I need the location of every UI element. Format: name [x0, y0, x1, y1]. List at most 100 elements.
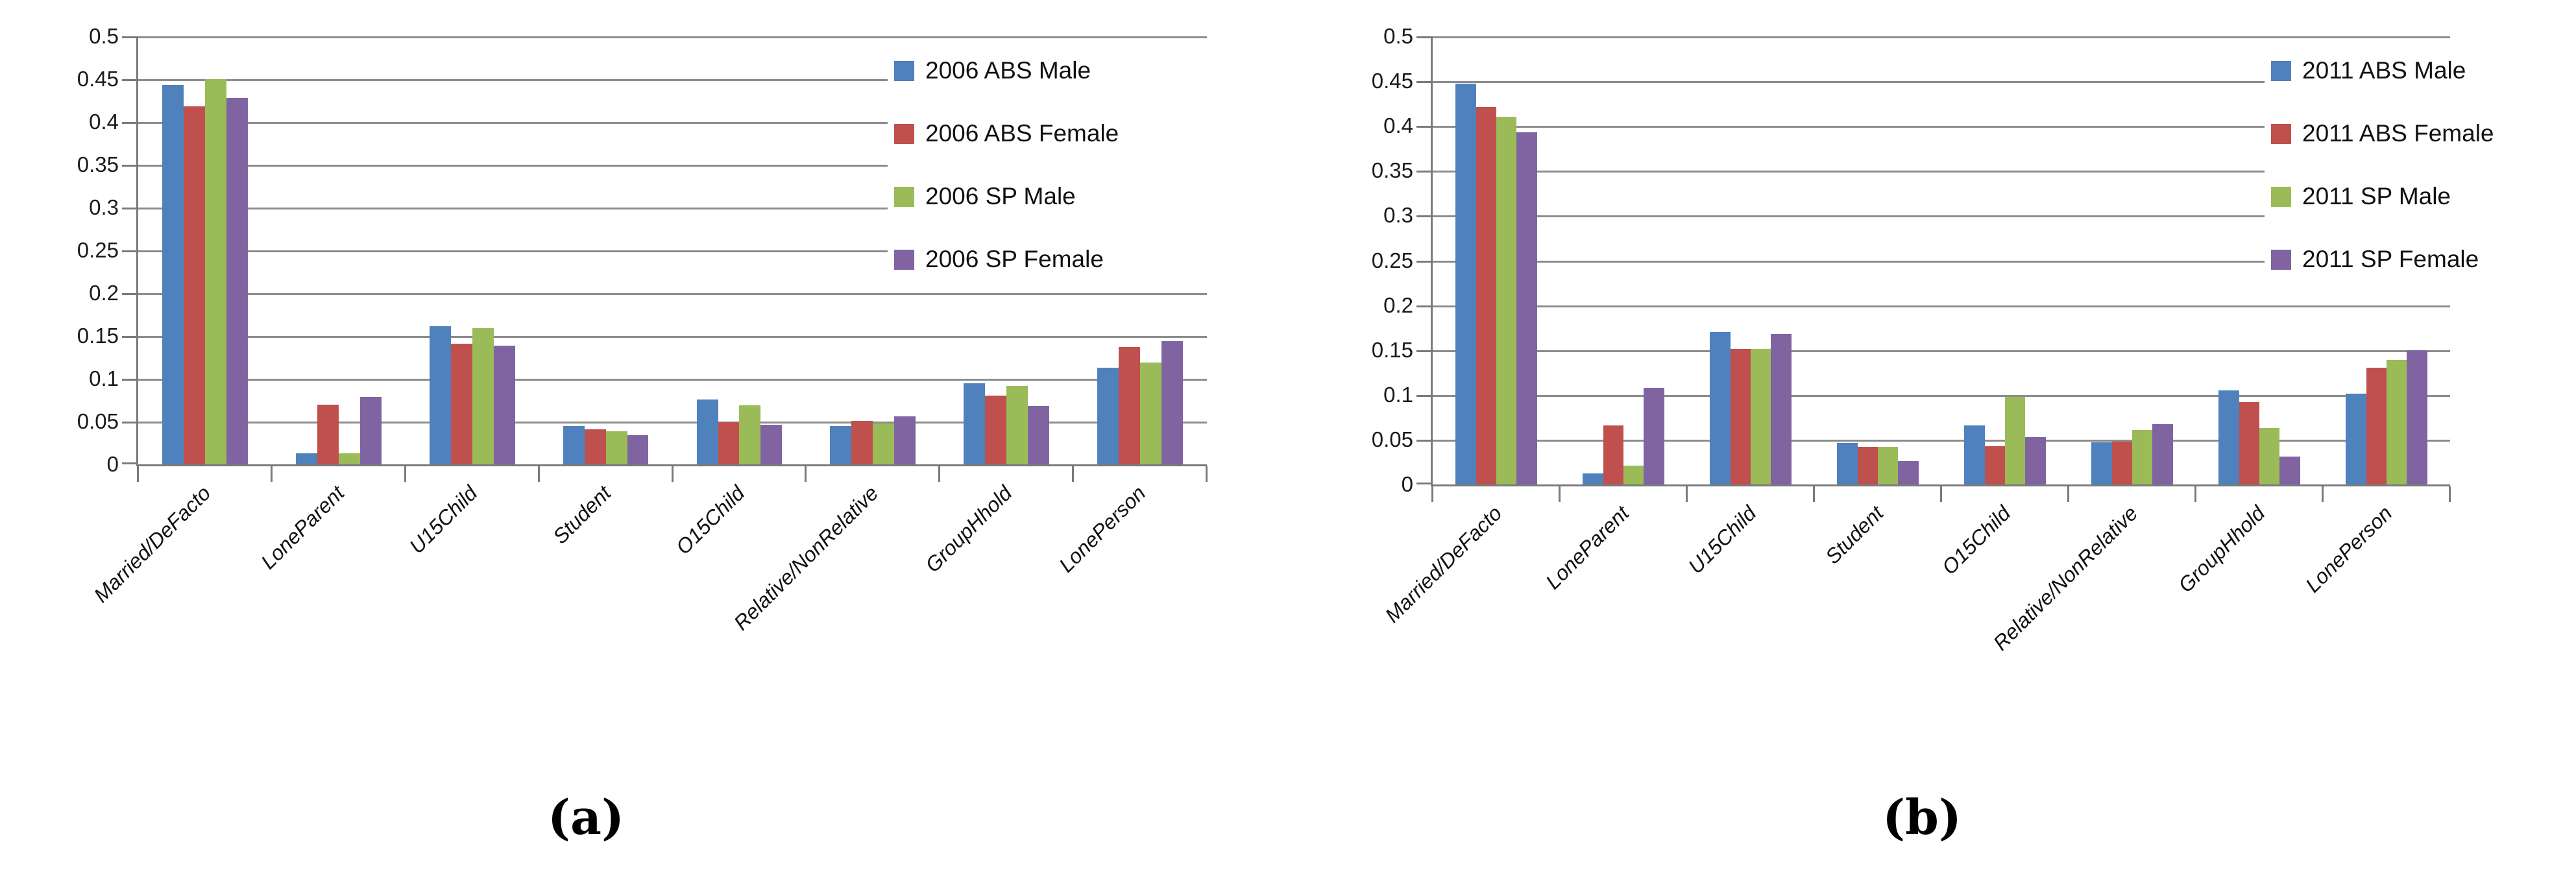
bar: [1898, 461, 1919, 484]
y-axis-tick: [122, 422, 136, 423]
legend-color-swatch: [2271, 186, 2291, 207]
legend-color-swatch: [2271, 249, 2291, 270]
caption-b: (b): [1882, 790, 1962, 846]
bar: [760, 425, 783, 464]
y-tick-label: 0.2: [1383, 292, 1413, 317]
bar: [1644, 387, 1664, 484]
gridline: [1433, 36, 2450, 38]
y-axis-tick: [1416, 350, 1431, 352]
legend-color-swatch: [894, 249, 914, 270]
x-category-label: O15Child: [1937, 501, 2015, 579]
y-tick-label: 0.5: [89, 24, 119, 48]
bar: [1496, 117, 1517, 484]
gridline: [138, 379, 1207, 381]
bar-group: [1941, 36, 2069, 484]
bar: [873, 423, 895, 464]
bar: [450, 343, 472, 464]
y-axis-tick: [1416, 171, 1431, 173]
y-tick-label: 0.35: [1371, 158, 1413, 183]
y-tick-label: 0.15: [77, 324, 119, 348]
plot-area-b: 0 0.05 0.1 0.15 0.2 0.25 0.3 0.35 0.4 0.45 0.5 Marr…: [1372, 24, 2451, 655]
bar-group: [1687, 36, 1814, 484]
legend-label: 2006 SP Female: [925, 246, 1104, 272]
legend-color-swatch: [894, 60, 914, 81]
bar: [584, 429, 606, 464]
bar: [1623, 465, 1644, 484]
bar: [627, 435, 649, 464]
x-axis-tick: [1686, 486, 1688, 502]
x-category-label: U15Child: [1684, 501, 1761, 578]
gridline: [138, 208, 1207, 209]
bar: [1028, 406, 1050, 464]
x-axis-tick: [1813, 486, 1815, 502]
legend-item: 2011 SP Female: [2271, 246, 2576, 272]
y-tick-label: 0.35: [77, 152, 119, 176]
y-tick-label: 0.3: [89, 195, 119, 219]
bar-group: [138, 36, 272, 464]
legend-label: 2011 SP Female: [2302, 246, 2479, 272]
legend-label: 2006 SP Male: [925, 183, 1076, 209]
chart-panel-b: 0 0.05 0.1 0.15 0.2 0.25 0.3 0.35 0.4 0.45 0.5 Marr…: [1288, 0, 2576, 882]
plot-area-a: 0 0.05 0.1 0.15 0.2 0.25 0.3 0.35 0.4 0.45 0.5 Marr…: [77, 24, 1208, 635]
gridline: [138, 336, 1207, 338]
y-axis-tick: [122, 122, 136, 124]
x-category-label: Student: [1821, 501, 1888, 569]
gridline: [1433, 260, 2450, 263]
x-axis-tick: [938, 466, 941, 482]
bar-group: [2196, 36, 2323, 484]
gridline: [1433, 126, 2450, 128]
bar: [1964, 425, 1985, 484]
x-category-label: O15Child: [671, 481, 749, 559]
gridline: [138, 122, 1207, 124]
y-tick-label: 0.15: [1371, 337, 1413, 362]
bar: [2239, 401, 2259, 484]
legend-item: 2006 SP Female: [894, 246, 1267, 272]
bar: [2346, 394, 2366, 484]
y-tick-label: 0.05: [1371, 427, 1413, 451]
y-axis-tick: [1416, 305, 1431, 307]
bar-group: [1560, 36, 1687, 484]
bar: [1771, 333, 1792, 484]
y-tick-label: 0.45: [77, 67, 119, 91]
x-axis-tick: [1431, 486, 1433, 502]
y-axis-tick: [1416, 36, 1431, 38]
gridline: [1433, 81, 2450, 84]
y-axis-tick: [122, 462, 136, 464]
bar: [1984, 446, 2005, 484]
y-axis-tick: [122, 336, 136, 338]
y-axis-tick: [122, 379, 136, 381]
x-category-label: U15Child: [405, 481, 482, 558]
y-axis-tick: [1416, 215, 1431, 218]
bar: [184, 106, 205, 464]
x-axis-tick: [1072, 466, 1075, 482]
x-category-label: Married/DeFacto: [89, 481, 215, 607]
y-tick-label: 0: [1401, 472, 1413, 496]
bar: [317, 404, 339, 464]
bar: [1455, 84, 1476, 484]
bar: [894, 416, 916, 464]
legend-item: 2011 ABS Male: [2271, 57, 2576, 84]
y-tick-label: 0.1: [89, 366, 119, 390]
y-axis-tick: [1416, 260, 1431, 263]
bar: [1878, 446, 1899, 484]
bar: [1583, 473, 1603, 484]
bar-group: [806, 36, 940, 464]
x-category-label: LonePerson: [1054, 481, 1150, 577]
y-tick-label: 0.25: [77, 238, 119, 262]
legend-b: 2011 ABS Male 2011 ABS Female 2011 SP Male…: [2265, 56, 2576, 274]
y-axis-tick: [122, 79, 136, 81]
bar: [830, 425, 852, 464]
x-category-label: Married/DeFacto: [1380, 501, 1507, 627]
bar: [1516, 132, 1537, 484]
bar: [162, 85, 184, 464]
legend-item: 2006 SP Male: [894, 183, 1267, 209]
bar-group: [1814, 36, 1941, 484]
y-axis-tick: [1416, 394, 1431, 397]
legend-item: 2011 ABS Female: [2271, 120, 2576, 147]
gridline: [1433, 394, 2450, 397]
legend-color-swatch: [894, 123, 914, 144]
bar: [2387, 359, 2407, 484]
bar: [563, 425, 585, 464]
bar: [605, 431, 627, 464]
